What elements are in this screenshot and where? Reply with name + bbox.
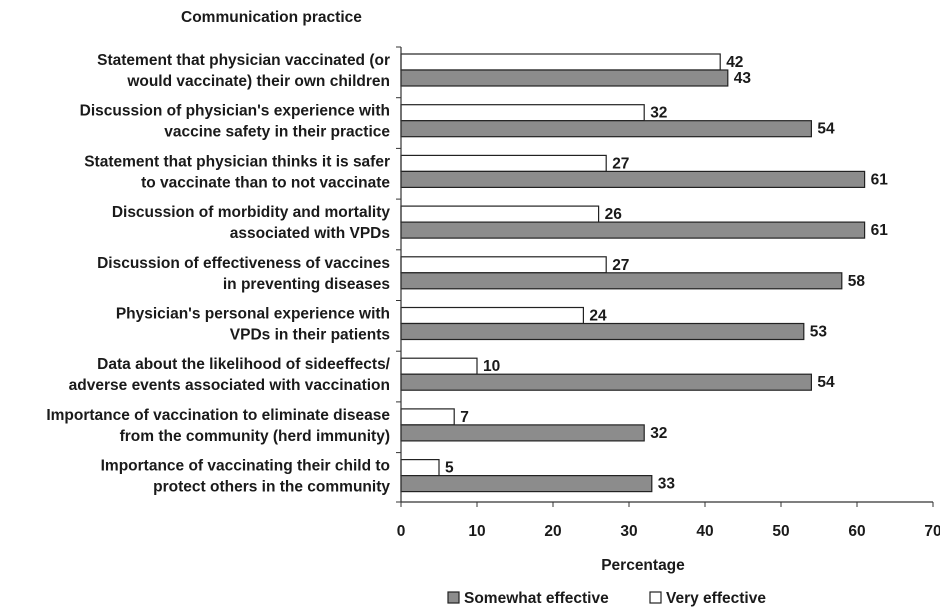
category-label-line: Importance of vaccinating their child to [101,458,390,475]
data-label-very-effective: 27 [612,155,629,172]
data-label-very-effective: 32 [650,105,667,122]
chart-title: Communication practice [181,9,362,26]
category-label: Discussion of morbidity and mortality ass… [112,204,391,242]
category-label-line: from the community (herd immunity) [120,428,390,445]
category-label-line: adverse events associated with vaccinati… [69,377,390,394]
data-label-somewhat-effective: 32 [650,425,667,442]
x-tick-label: 10 [468,523,485,540]
data-label-somewhat-effective: 33 [658,476,676,493]
x-tick-label: 70 [924,523,940,540]
category-label-line: Data about the likelihood of sideeffects… [97,356,391,373]
bar-somewhat-effective [400,424,645,442]
legend-swatch-very-effective [649,591,662,604]
bar-somewhat-effective [400,272,843,290]
data-label-somewhat-effective: 58 [848,273,866,290]
data-label-very-effective: 7 [460,409,469,426]
category-label-line: Discussion of effectiveness of vaccines [97,255,390,272]
data-label-very-effective: 27 [612,257,629,274]
x-tick-label: 40 [696,523,713,540]
data-label-very-effective: 26 [605,206,623,223]
category-label: Physician's personal experience with VPDs… [116,306,390,344]
legend: Somewhat effective Very effective [447,590,766,607]
category-label: Statement that physician thinks it is sa… [84,153,390,191]
x-axis-title: Percentage [601,557,685,574]
bar-somewhat-effective [400,170,866,188]
category-label-line: would vaccinate) their own children [126,73,390,90]
data-label-somewhat-effective: 53 [810,324,828,341]
plot-area: Statement that physician vaccinated (or w… [46,46,940,540]
bar-somewhat-effective [400,120,812,138]
bar-very-effective [400,154,607,172]
data-label-very-effective: 10 [483,358,500,375]
bar-somewhat-effective [400,221,866,239]
x-tick-label: 0 [397,523,406,540]
data-label-somewhat-effective: 54 [817,121,835,138]
category-label-line: vaccine safety in their practice [164,124,390,141]
category-label-line: associated with VPDs [230,225,390,242]
bar-very-effective [400,104,645,122]
bar-very-effective [400,357,478,375]
category-label-line: in preventing diseases [223,276,390,293]
legend-swatch-somewhat-effective [447,591,460,604]
category-label: Importance of vaccinating their child to… [101,458,391,496]
legend-label-somewhat-effective: Somewhat effective [464,590,609,607]
bar-very-effective [400,53,721,71]
data-label-very-effective: 5 [445,460,454,477]
data-label-somewhat-effective: 43 [734,70,752,87]
data-label-somewhat-effective: 54 [817,374,835,391]
category-label-line: VPDs in their patients [230,327,390,344]
bar-somewhat-effective [400,69,729,87]
category-label-line: Statement that physician thinks it is sa… [84,153,390,170]
data-label-somewhat-effective: 61 [871,222,889,239]
category-label-line: to vaccinate than to not vaccinate [141,174,390,191]
x-tick-label: 20 [544,523,561,540]
bar-very-effective [400,205,600,223]
category-label-line: Importance of vaccination to eliminate d… [46,407,390,424]
data-label-very-effective: 42 [726,54,743,71]
category-label-line: Statement that physician vaccinated (or [97,52,390,69]
category-label-line: protect others in the community [153,479,390,496]
category-label: Discussion of effectiveness of vaccines i… [97,255,390,293]
bar-somewhat-effective [400,475,653,493]
x-tick-label: 50 [772,523,789,540]
data-label-very-effective: 24 [589,308,607,325]
category-label-line: Physician's personal experience with [116,306,390,323]
bar-somewhat-effective [400,373,812,391]
legend-label-very-effective: Very effective [666,590,766,607]
x-tick-label: 60 [848,523,865,540]
bar-very-effective [400,459,440,477]
category-label-line: Discussion of morbidity and mortality [112,204,391,221]
x-tick-label: 30 [620,523,637,540]
bar-somewhat-effective [400,322,805,341]
category-label: Data about the likelihood of sideeffects… [69,356,391,394]
category-label: Importance of vaccination to eliminate d… [46,407,390,445]
bar-very-effective [400,408,455,426]
bar-very-effective [400,256,607,274]
data-label-somewhat-effective: 61 [871,171,889,188]
bar-very-effective [400,306,584,325]
category-label: Discussion of physician's experience wit… [80,103,391,141]
category-label: Statement that physician vaccinated (or w… [97,52,390,90]
category-label-line: Discussion of physician's experience wit… [80,103,390,120]
